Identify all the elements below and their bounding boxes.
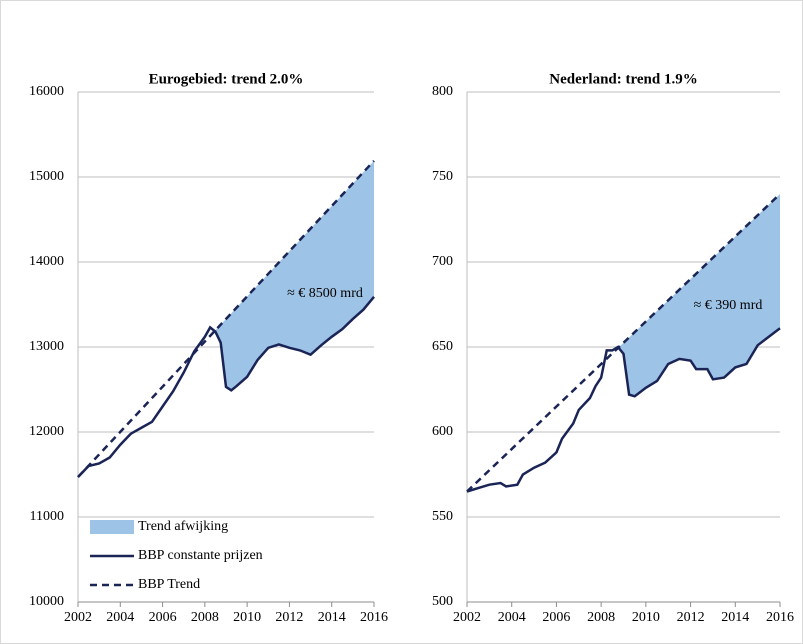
y-tick-label: 11000 — [30, 509, 64, 524]
chart-title: Eurogebied: trend 2.0% — [149, 71, 304, 87]
legend-label: Trend afwijking — [138, 519, 228, 534]
legend-swatch — [90, 520, 134, 534]
annotation: ≈ € 8500 mrd — [287, 286, 363, 301]
legend-label: BBP constante prijzen — [138, 548, 263, 563]
trend-line — [77, 159, 375, 478]
x-tick-label: 2016 — [766, 610, 794, 625]
x-tick-label: 2002 — [453, 610, 481, 625]
x-tick-label: 2016 — [360, 610, 388, 625]
x-tick-label: 2004 — [498, 610, 526, 625]
gdp-line — [77, 296, 375, 478]
legend-label: BBP Trend — [138, 577, 200, 592]
x-tick-label: 2008 — [191, 610, 219, 625]
x-tick-label: 2014 — [318, 610, 346, 625]
y-tick-label: 16000 — [29, 84, 64, 99]
y-tick-label: 500 — [432, 594, 453, 609]
y-tick-label: 750 — [432, 169, 453, 184]
y-tick-label: 10000 — [29, 594, 64, 609]
trend-gap-area — [618, 194, 780, 397]
y-tick-label: 14000 — [29, 254, 64, 269]
y-tick-label: 12000 — [29, 424, 64, 439]
x-tick-label: 2010 — [233, 610, 261, 625]
x-tick-label: 2012 — [275, 610, 303, 625]
x-tick-label: 2006 — [149, 610, 177, 625]
y-tick-label: 650 — [432, 339, 453, 354]
x-tick-label: 2004 — [106, 610, 134, 625]
trend-gap-area — [214, 160, 374, 391]
annotation: ≈ € 390 mrd — [694, 298, 763, 313]
x-tick-label: 2002 — [64, 610, 92, 625]
gdp-line — [466, 327, 781, 493]
x-tick-label: 2006 — [542, 610, 570, 625]
y-tick-label: 800 — [432, 84, 453, 99]
x-tick-label: 2010 — [632, 610, 660, 625]
y-tick-label: 600 — [432, 424, 453, 439]
y-tick-label: 13000 — [29, 339, 64, 354]
y-tick-label: 700 — [432, 254, 453, 269]
y-tick-label: 550 — [432, 509, 453, 524]
chart-title: Nederland: trend 1.9% — [549, 71, 697, 87]
y-tick-label: 15000 — [29, 169, 64, 184]
x-tick-label: 2012 — [677, 610, 705, 625]
x-tick-label: 2014 — [721, 610, 749, 625]
x-tick-label: 2008 — [587, 610, 615, 625]
